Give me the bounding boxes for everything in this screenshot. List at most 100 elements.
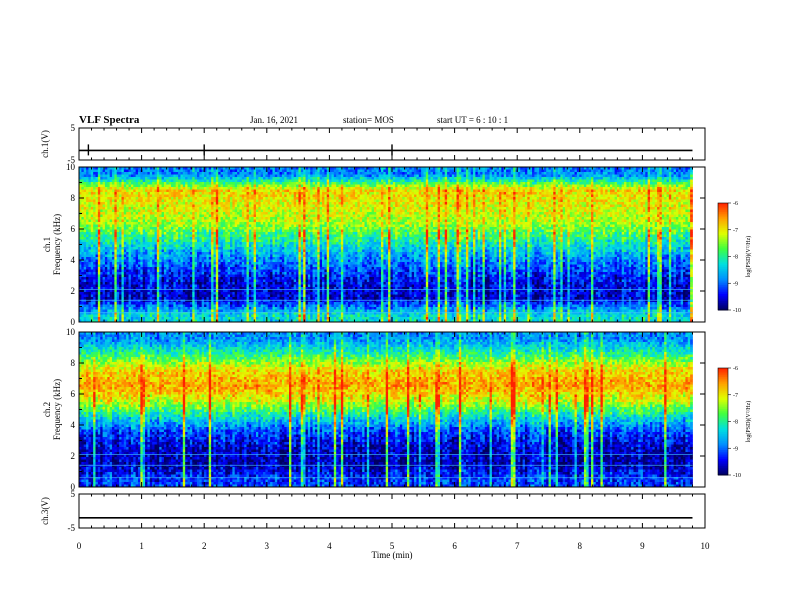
spectrogram-cell — [150, 282, 153, 285]
spectrogram-cell — [162, 190, 165, 193]
spectrogram-cell — [183, 182, 186, 185]
spectrogram-cell — [96, 267, 99, 270]
spectrogram-cell — [254, 265, 257, 268]
spectrogram-cell — [190, 192, 193, 195]
spectrogram-cell — [152, 197, 155, 200]
spectrogram-cell — [254, 207, 257, 210]
spectrogram-cell — [140, 262, 143, 265]
spectrogram-cell — [178, 222, 181, 225]
spectrogram-cell — [223, 192, 226, 195]
spectrogram-cell — [251, 215, 254, 218]
spectrogram-cell — [199, 222, 202, 225]
spectrogram-cell — [213, 247, 216, 250]
spectrogram-cell — [244, 200, 247, 203]
spectrogram-cell — [121, 252, 124, 255]
spectrogram-cell — [185, 187, 188, 190]
spectrogram-cell — [147, 220, 150, 223]
spectrogram-cell — [188, 182, 191, 185]
spectrogram-cell — [169, 317, 172, 320]
spectrogram-cell — [140, 252, 143, 255]
spectrogram-cell — [81, 282, 84, 285]
spectrogram-cell — [235, 177, 238, 180]
spectrogram-cell — [237, 230, 240, 233]
spectrogram-cell — [242, 305, 245, 308]
spectrogram-cell — [140, 207, 143, 210]
spectrogram-cell — [91, 220, 94, 223]
spectrogram-cell — [150, 242, 153, 245]
spectrogram-cell — [131, 177, 134, 180]
spectrogram-cell — [81, 205, 84, 208]
spectrogram-cell — [129, 240, 132, 243]
spectrogram-cell — [173, 195, 176, 198]
spectrogram-cell — [100, 317, 103, 320]
spectrogram-cell — [91, 265, 94, 268]
spectrogram-cell — [136, 272, 139, 275]
spectrogram-cell — [192, 180, 195, 183]
spectrogram-cell — [121, 195, 124, 198]
spectrogram-cell — [188, 252, 191, 255]
spectrogram-cell — [107, 282, 110, 285]
spectrogram-cell — [164, 185, 167, 188]
spectrogram-cell — [157, 252, 160, 255]
spectrogram-cell — [228, 230, 231, 233]
spectrogram-cell — [150, 280, 153, 283]
spectrogram-cell — [239, 205, 242, 208]
spectrogram-cell — [88, 285, 91, 288]
spectrogram-cell — [228, 185, 231, 188]
spectrogram-cell — [235, 227, 238, 230]
spectrogram-cell — [159, 190, 162, 193]
spectrogram-cell — [81, 240, 84, 243]
spectrogram-cell — [110, 280, 113, 283]
spectrogram-cell — [133, 207, 136, 210]
spectrogram-cell — [126, 262, 129, 265]
spectrogram-cell — [261, 297, 264, 300]
spectrogram-cell — [119, 250, 122, 253]
spectrogram-cell — [173, 267, 176, 270]
spectrogram-cell — [129, 212, 132, 215]
spectrogram-cell — [124, 305, 127, 308]
spectrogram-cell — [192, 317, 195, 320]
spectrogram-cell — [140, 180, 143, 183]
spectrogram-cell — [195, 187, 198, 190]
spectrogram-cell — [173, 202, 176, 205]
spectrogram-cell — [171, 272, 174, 275]
spectrogram-cell — [251, 305, 254, 308]
spectrogram-cell — [126, 180, 129, 183]
spectrogram-cell — [105, 230, 108, 233]
spectrogram-cell — [147, 282, 150, 285]
spectrogram-cell — [98, 225, 101, 228]
spectrogram-cell — [202, 202, 205, 205]
spectrogram-cell — [225, 237, 228, 240]
spectrogram-cell — [103, 230, 106, 233]
spectrogram-cell — [247, 290, 250, 293]
spectrogram-cell — [211, 292, 214, 295]
spectrogram-cell — [223, 237, 226, 240]
spectrogram-cell — [188, 307, 191, 310]
spectrogram-cell — [197, 182, 200, 185]
spectrogram-cell — [209, 192, 212, 195]
spectrogram-cell — [112, 202, 115, 205]
spectrogram-cell — [91, 202, 94, 205]
spectrogram-cell — [242, 265, 245, 268]
spectrogram-cell — [171, 245, 174, 248]
spectrogram-cell — [159, 275, 162, 278]
spectrogram-cell — [103, 207, 106, 210]
spectrogram-cell — [129, 230, 132, 233]
spectrogram-cell — [152, 195, 155, 198]
spectrogram-cell — [192, 222, 195, 225]
spectrogram-cell — [223, 317, 226, 320]
spectrogram-cell — [258, 190, 261, 193]
spectrogram-cell — [188, 255, 191, 258]
spectrogram-cell — [162, 180, 165, 183]
spectrogram-cell — [206, 277, 209, 280]
spectrogram-cell — [258, 255, 261, 258]
spectrogram-cell — [152, 290, 155, 293]
spectrogram-cell — [84, 235, 87, 238]
spectrogram-cell — [249, 310, 252, 313]
spectrogram-cell — [232, 220, 235, 223]
spectrogram-cell — [199, 185, 202, 188]
spectrogram-cell — [171, 270, 174, 273]
spectrogram-cell — [169, 245, 172, 248]
spectrogram-cell — [98, 250, 101, 253]
spectrogram-cell — [145, 247, 148, 250]
